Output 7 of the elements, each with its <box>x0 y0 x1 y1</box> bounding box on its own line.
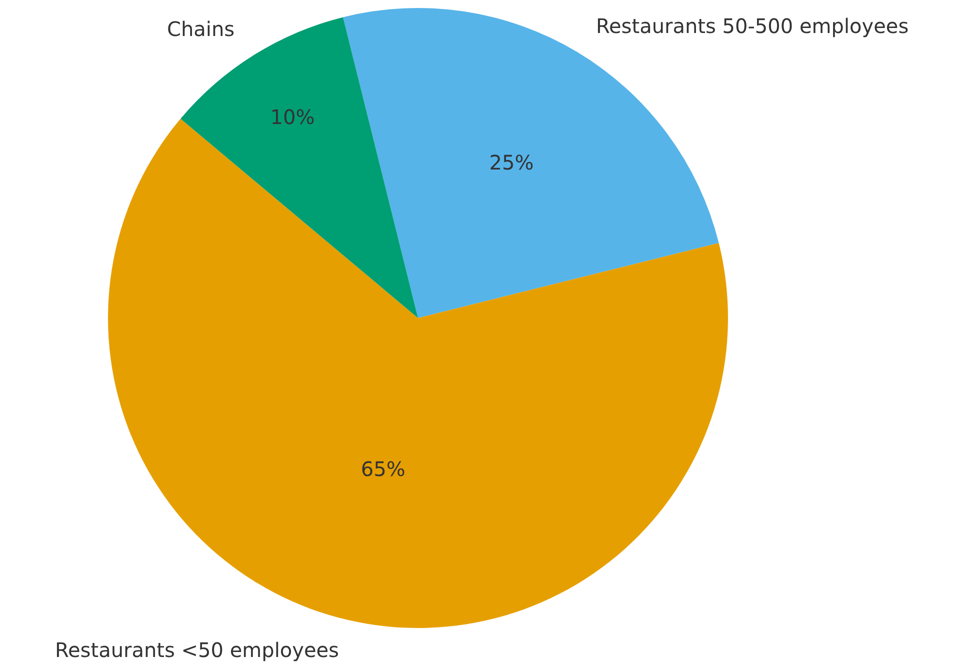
pie-slice <box>343 8 719 318</box>
slice-label: Chains <box>167 17 235 41</box>
data-label: 65% <box>360 457 406 482</box>
slice-label: Restaurants 50-500 employees <box>596 14 909 38</box>
slice-label: Restaurants <50 employees <box>55 638 339 662</box>
data-label: 25% <box>489 150 534 174</box>
data-label: 10% <box>270 105 315 130</box>
